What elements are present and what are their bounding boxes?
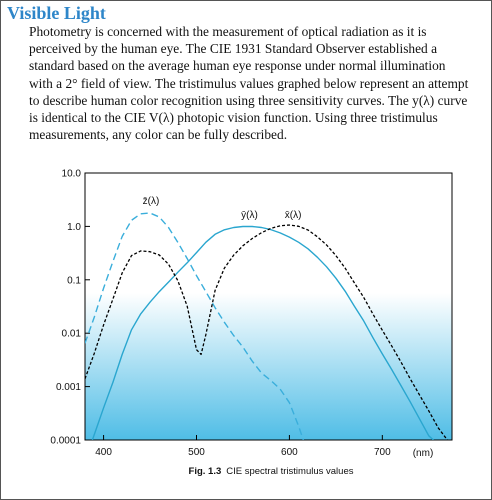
- plot-area: [84, 172, 453, 441]
- x-tick-label: 700: [374, 447, 391, 458]
- y-bar-curve: [91, 225, 434, 440]
- x-tick-label: 600: [281, 447, 298, 458]
- z-bar-curve: [85, 212, 304, 440]
- tristimulus-chart: 10.0 1.0 0.1 0.01 0.001 0.0001 400 500 600 700 z…: [50, 169, 453, 477]
- x-axis: 400 500 600 700: [95, 435, 391, 458]
- y-tick-label: 0.0001: [50, 436, 81, 447]
- series-labels: z̄(λ) ȳ(λ) x̄(λ): [143, 196, 302, 221]
- figure-caption-number: Fig. 1.3: [189, 466, 222, 477]
- figure-caption-text: CIE spectral tristimulus values: [226, 466, 353, 477]
- y-tick-label: 0.01: [62, 329, 82, 340]
- curves: [85, 212, 448, 440]
- x-tick-label: 400: [95, 447, 112, 458]
- y-tick-label: 10.0: [62, 169, 82, 180]
- series-label: x̄(λ): [285, 210, 302, 221]
- y-tick-label: 1.0: [67, 222, 81, 233]
- series-label: ȳ(λ): [241, 210, 258, 221]
- y-tick-label: 0.001: [56, 382, 81, 393]
- figure-caption: Fig. 1.3 CIE spectral tristimulus values: [189, 466, 354, 477]
- body-paragraph: Photometry is concerned with the measure…: [29, 24, 469, 143]
- y-axis: 10.0 1.0 0.1 0.01 0.001 0.0001: [50, 169, 90, 447]
- page-title: Visible Light: [7, 3, 106, 23]
- series-label: z̄(λ): [143, 196, 160, 207]
- x-axis-label: (nm): [413, 448, 434, 459]
- y-tick-label: 0.1: [67, 275, 81, 286]
- x-tick-label: 500: [188, 447, 205, 458]
